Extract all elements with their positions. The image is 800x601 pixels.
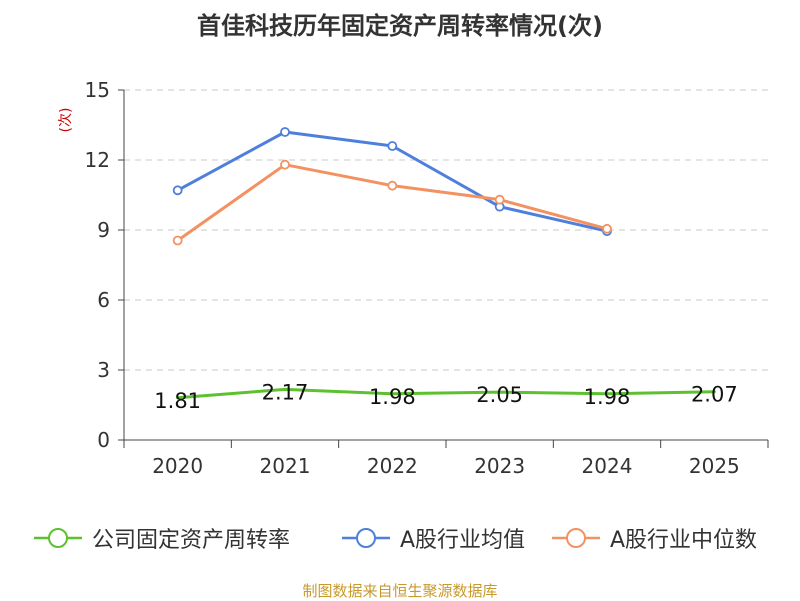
y-tick-label: 0 (97, 428, 110, 452)
x-tick-label: 2023 (474, 454, 525, 478)
y-tick-label: 15 (85, 78, 110, 102)
legend-item-industry-median[interactable]: A股行业中位数 (550, 520, 757, 556)
chart-title: 首佳科技历年固定资产周转率情况(次) (197, 12, 603, 40)
data-label: 2.05 (476, 383, 523, 407)
data-point (172, 235, 183, 246)
data-source-note: 制图数据来自恒生聚源数据库 (302, 582, 498, 600)
series-line (176, 163, 609, 242)
series-line (176, 387, 716, 400)
y-tick-label: 9 (97, 218, 110, 242)
legend-item-industry-mean[interactable]: A股行业均值 (340, 520, 525, 556)
legend-label: A股行业中位数 (610, 528, 758, 553)
legend-item-company[interactable]: 公司固定资产周转率 (32, 520, 290, 556)
data-point (387, 180, 398, 191)
data-label: 2.17 (262, 380, 309, 404)
x-tick-label: 2025 (689, 454, 740, 478)
legend-line-icon (552, 528, 600, 548)
x-tick-label: 2020 (152, 454, 203, 478)
x-tick-label: 2022 (367, 454, 418, 478)
legend: 公司固定资产周转率 A股行业均值 A股行业中位数 (0, 520, 800, 556)
data-point (494, 194, 505, 205)
chart-plot: 0 3 6 9 12 15 2020 2021 2022 2023 2024 2025 1.81 2.17… (85, 78, 769, 478)
y-tick-label: 3 (97, 358, 110, 382)
data-point (387, 141, 398, 151)
legend-label: A股行业均值 (400, 528, 526, 553)
data-label: 1.98 (584, 385, 631, 409)
y-tick-label: 6 (97, 288, 110, 312)
x-tick-label: 2021 (260, 454, 311, 478)
data-label: 1.81 (154, 389, 201, 413)
legend-line-icon (342, 528, 390, 548)
legend-label: 公司固定资产周转率 (92, 528, 291, 553)
x-tick-label: 2024 (582, 454, 633, 478)
data-point (602, 223, 612, 234)
data-point (172, 185, 183, 196)
data-label: 1.98 (369, 385, 416, 409)
data-point (280, 159, 290, 170)
data-label: 2.07 (691, 383, 738, 407)
y-tick-label: 12 (85, 148, 110, 172)
data-point (280, 127, 290, 137)
legend-line-icon (34, 528, 82, 548)
